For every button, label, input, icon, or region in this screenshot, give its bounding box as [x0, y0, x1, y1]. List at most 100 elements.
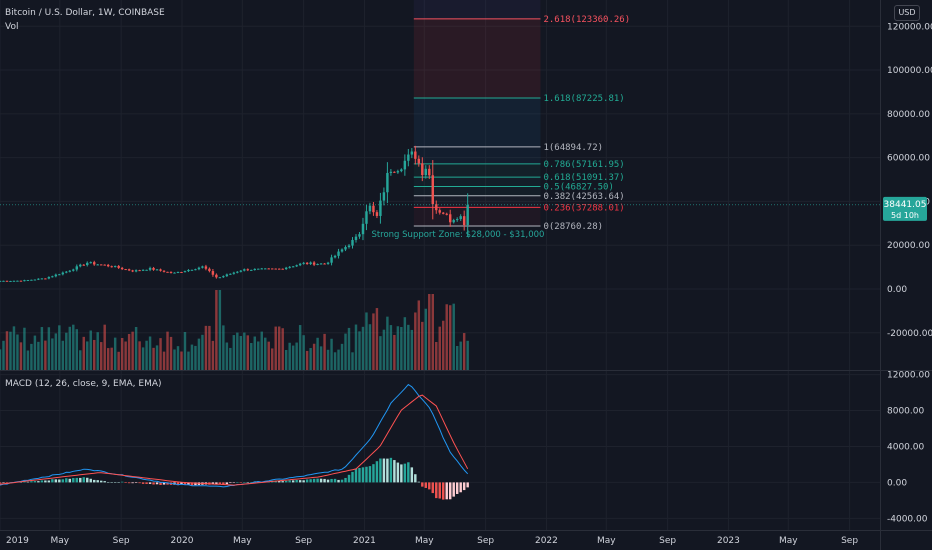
- volume-bar: [414, 312, 417, 370]
- price-axis-tick: 100000.00: [887, 66, 932, 76]
- macd-histogram-bar: [155, 482, 159, 485]
- macd-histogram-bar: [65, 478, 68, 483]
- candle-body: [197, 267, 201, 270]
- candle-body: [173, 272, 176, 274]
- volume-bar: [459, 341, 462, 370]
- candle-body: [152, 267, 155, 270]
- candle-body: [131, 270, 134, 272]
- time-axis-tick: Sep: [295, 536, 312, 546]
- macd-axis-tick: 12000.00: [887, 371, 930, 381]
- macd-histogram-bar: [410, 467, 414, 483]
- volume-bar: [368, 324, 372, 370]
- macd-histogram-bar: [26, 481, 30, 483]
- macd-histogram-bar: [424, 482, 428, 488]
- candle-body: [445, 213, 448, 215]
- fib-level-label: 1(64894.72): [543, 143, 603, 153]
- macd-histogram-bar: [37, 481, 40, 483]
- candle-body: [23, 280, 26, 282]
- volume-bar: [236, 332, 239, 370]
- volume-bar: [295, 342, 298, 370]
- macd-histogram-bar: [400, 464, 403, 483]
- volume-bar: [271, 348, 274, 370]
- macd-histogram-bar: [159, 482, 162, 485]
- macd-histogram-bar: [382, 458, 386, 483]
- candle-body: [194, 269, 197, 271]
- candle-body: [243, 269, 246, 271]
- candle-body: [208, 268, 211, 272]
- macd-histogram-bar: [435, 482, 438, 499]
- candle-body: [396, 171, 400, 173]
- volume-bar: [183, 332, 187, 370]
- volume-bar: [424, 308, 428, 370]
- candle-body: [351, 240, 354, 246]
- candle-body: [225, 274, 229, 277]
- candle-body: [54, 274, 58, 277]
- macd-histogram-bar: [211, 482, 215, 485]
- candle-body: [134, 270, 138, 272]
- volume-bar: [51, 338, 54, 370]
- price-axis-tick: -20000.00: [887, 329, 932, 339]
- macd-histogram-bar: [152, 482, 155, 485]
- macd-histogram-bar: [75, 477, 79, 483]
- volume-bar: [246, 335, 250, 370]
- macd-histogram-bar: [134, 482, 138, 484]
- macd-histogram-bar: [113, 482, 117, 483]
- volume-label: Vol: [5, 22, 19, 32]
- volume-bar: [40, 327, 44, 370]
- fib-zone: [413, 163, 541, 178]
- volume-bar: [438, 326, 441, 370]
- volume-bar: [340, 343, 344, 370]
- time-axis-tick: May: [233, 536, 252, 546]
- candle-body: [176, 271, 180, 273]
- volume-bar: [267, 341, 270, 370]
- candle-body: [190, 269, 194, 271]
- candle-body: [340, 249, 344, 252]
- macd-histogram-bar: [176, 482, 180, 486]
- macd-histogram-bar: [354, 468, 358, 483]
- signal-line: [0, 394, 469, 486]
- support-zone-label: Strong Support Zone: $28,000 - $31,000: [371, 230, 544, 240]
- macd-axis-tick: 4000.00: [887, 442, 924, 452]
- volume-bar: [386, 316, 389, 370]
- candle-body: [37, 278, 40, 280]
- candle-body: [337, 251, 340, 256]
- macd-axis-tick: -4000.00: [887, 514, 928, 524]
- volume-bar: [106, 348, 110, 370]
- candle-body: [274, 268, 277, 270]
- volume-bar: [330, 338, 333, 370]
- candle-body: [218, 277, 222, 279]
- volume-bar: [93, 339, 96, 370]
- macd-histogram-bar: [2, 482, 5, 483]
- macd-histogram-bar: [448, 482, 452, 500]
- candle-body: [162, 270, 166, 272]
- volume-bar: [222, 325, 225, 370]
- volume-bar: [61, 340, 65, 370]
- candle-body: [431, 175, 434, 205]
- candle-body: [414, 151, 417, 159]
- volume-bar: [159, 338, 162, 370]
- macd-histogram-bar: [302, 480, 305, 483]
- candle-body: [438, 210, 441, 213]
- fib-level-label: 0.618(51091.37): [543, 173, 624, 183]
- candle-body: [93, 262, 96, 265]
- macd-histogram-bar: [236, 482, 239, 483]
- candle-body: [79, 264, 82, 267]
- candle-body: [455, 219, 459, 221]
- volume-bar: [211, 340, 215, 370]
- macd-histogram-bar: [323, 478, 326, 483]
- volume-bar: [65, 332, 68, 370]
- candle-body: [201, 266, 204, 268]
- macd-axis-tick: 0.00: [887, 478, 907, 488]
- chart-title: Bitcoin / U.S. Dollar, 1W, COINBASE: [5, 8, 165, 18]
- candle-body: [5, 280, 9, 282]
- macd-histogram-bar: [298, 480, 302, 483]
- candle-body: [323, 263, 326, 265]
- volume-bar: [257, 341, 260, 370]
- macd-histogram-bar: [361, 467, 365, 483]
- volume-bar: [58, 325, 61, 370]
- currency-button[interactable]: USD: [894, 5, 920, 21]
- time-axis-tick: May: [51, 536, 70, 546]
- macd-histogram-bar: [393, 460, 396, 483]
- candle-body: [277, 268, 281, 270]
